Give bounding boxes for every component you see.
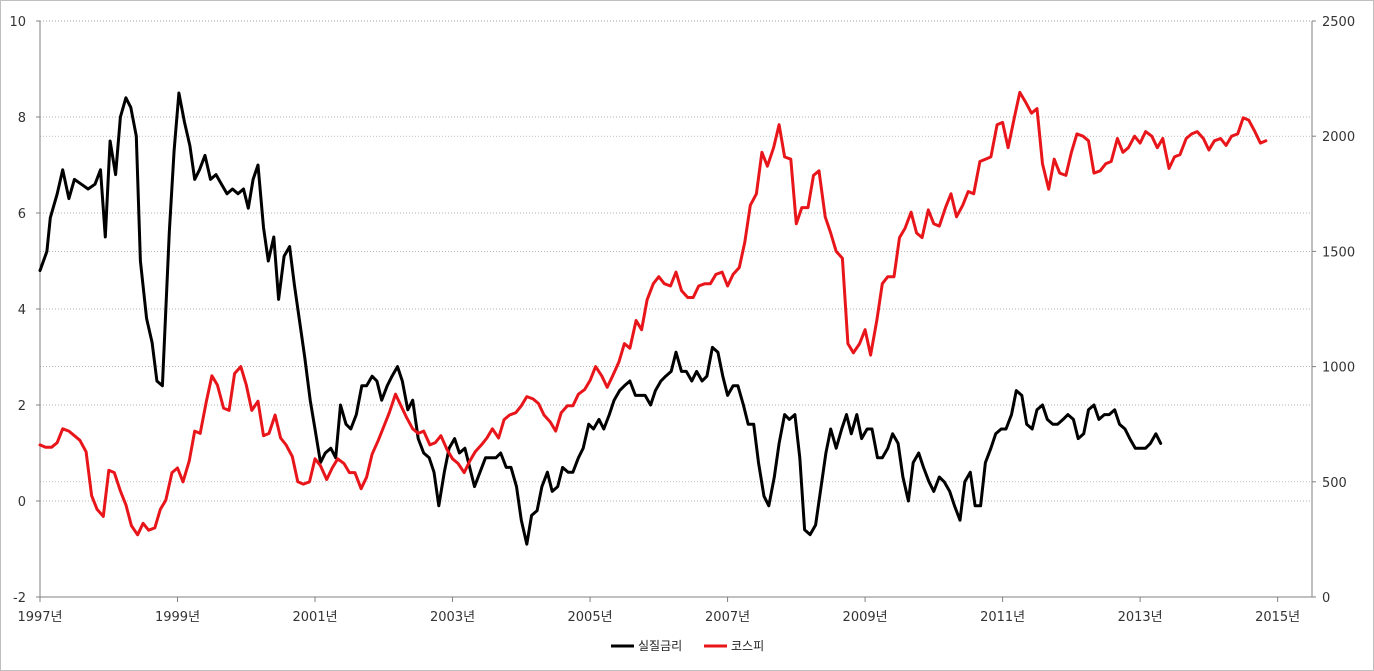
x-tick-label: 2013년 bbox=[1118, 610, 1163, 625]
x-tick-label: 2011년 bbox=[980, 610, 1025, 625]
x-tick-label: 2015년 bbox=[1255, 610, 1300, 625]
x-tick-label: 2009년 bbox=[843, 610, 888, 625]
right-tick-label: 0 bbox=[1322, 591, 1330, 606]
series-line-1 bbox=[38, 91, 1163, 546]
series-lines bbox=[38, 90, 1268, 546]
right-tick-label: 2000 bbox=[1322, 130, 1355, 145]
x-axis-ticks: 1997년 1999년 2001년 2003년 2005년 2007년 2009년 2011년… bbox=[17, 597, 1300, 625]
right-tick-label: 1000 bbox=[1322, 361, 1355, 376]
x-tick-label: 2007년 bbox=[705, 610, 750, 625]
left-tick-label: 6 bbox=[18, 207, 26, 222]
x-tick-label: 2003년 bbox=[430, 610, 475, 625]
left-tick-label: 2 bbox=[18, 399, 26, 414]
right-axis-ticks: 0 500 1000 1500 2000 2500 bbox=[1312, 15, 1355, 606]
legend-label-1: 실질금리 bbox=[638, 639, 682, 653]
left-tick-label: 0 bbox=[18, 495, 26, 510]
left-tick-label: 10 bbox=[9, 15, 26, 30]
left-axis-ticks: -2 0 2 4 6 8 10 bbox=[9, 15, 40, 606]
left-tick-label: 4 bbox=[18, 303, 26, 318]
right-tick-label: 1500 bbox=[1322, 245, 1355, 260]
legend: 실질금리 코스피 bbox=[611, 639, 764, 653]
right-tick-label: 2500 bbox=[1322, 15, 1355, 30]
left-tick-label: -2 bbox=[13, 591, 26, 606]
left-tick-label: 8 bbox=[18, 111, 26, 126]
legend-label-2: 코스피 bbox=[731, 639, 764, 653]
x-tick-label: 2005년 bbox=[568, 610, 613, 625]
right-tick-label: 500 bbox=[1322, 476, 1347, 491]
x-tick-label: 1999년 bbox=[155, 610, 200, 625]
x-tick-label: 2001년 bbox=[293, 610, 338, 625]
series-line-2 bbox=[38, 90, 1268, 537]
x-tick-label: 1997년 bbox=[17, 610, 62, 625]
